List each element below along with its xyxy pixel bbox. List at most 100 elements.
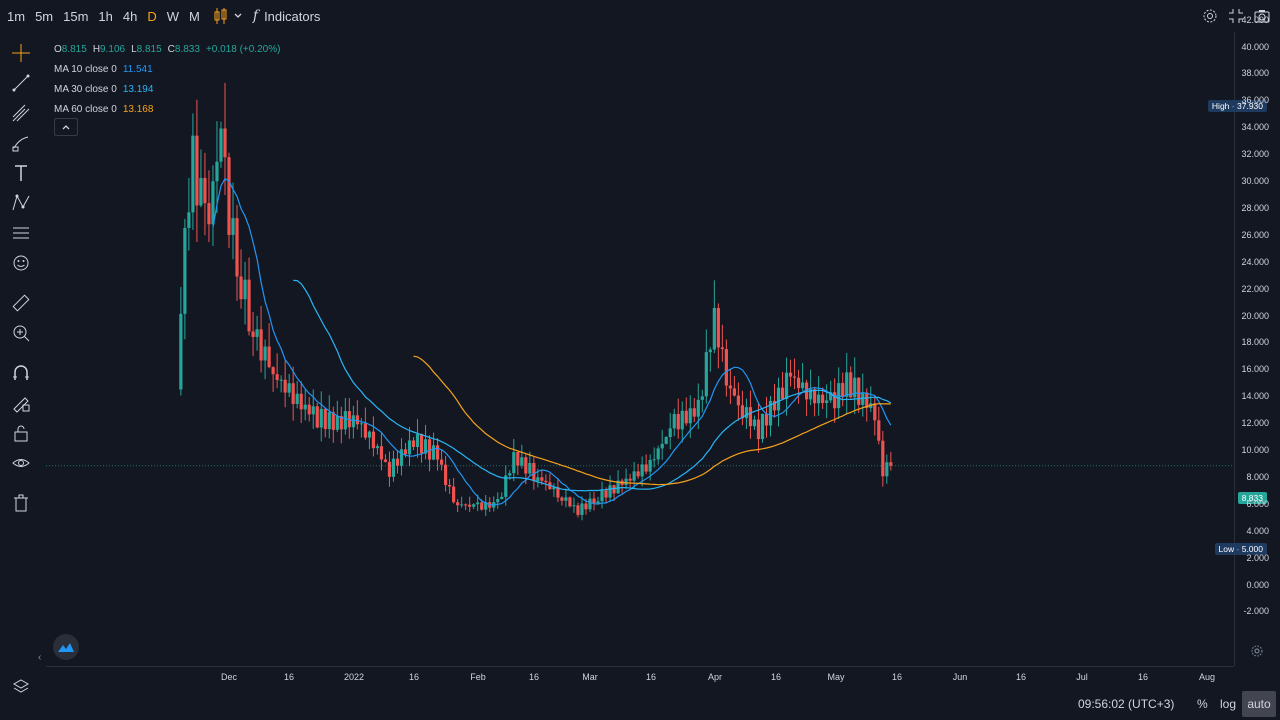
candle-body [343, 411, 347, 430]
candle-body [809, 389, 813, 400]
timeframe-4h[interactable]: 4h [122, 8, 138, 24]
candle-body [732, 388, 736, 396]
price-axis[interactable]: High - 37.930 8.833 Low - 5.000 42.000 40… [1207, 15, 1280, 666]
candle-body [299, 393, 303, 410]
auto-scale-button[interactable]: auto [1242, 691, 1276, 717]
candle-body [849, 372, 853, 398]
price-tick-label: 12.000 [1241, 418, 1269, 429]
timeframe-d[interactable]: D [147, 8, 157, 24]
candle-body [544, 480, 548, 483]
drawing-toolbar [0, 36, 44, 720]
fullscreen-icon[interactable] [1228, 8, 1244, 24]
candle-body [821, 394, 825, 404]
top-right-tools [1202, 0, 1280, 32]
candle-body [716, 307, 720, 348]
prediction-icon[interactable] [10, 222, 32, 244]
time-tick-label: 16 [645, 672, 657, 682]
time-tick-label: Feb [470, 672, 486, 682]
candle-body [592, 498, 596, 504]
candle-body [195, 135, 199, 206]
ma30-legend[interactable]: MA 30 close 0 13.194 [54, 80, 280, 100]
ma10-line [212, 177, 892, 506]
candle-body [219, 128, 223, 162]
collapse-arrow-icon[interactable]: ‹ [38, 652, 42, 663]
candle-body [444, 464, 448, 485]
price-tick-label: 40.000 [1241, 41, 1269, 52]
candlestick-chart-icon[interactable] [213, 7, 229, 25]
candle-body [564, 497, 568, 501]
chevron-down-icon[interactable] [233, 11, 243, 21]
settings-axis-icon[interactable] [1250, 644, 1264, 663]
percent-scale-button[interactable]: % [1197, 697, 1208, 711]
crosshair-icon[interactable] [10, 42, 32, 64]
candle-body [283, 379, 287, 393]
candle-body [371, 431, 375, 449]
candle-body [636, 471, 640, 477]
indicators-button[interactable]: f Indicators [253, 8, 321, 24]
candle-body [452, 486, 456, 503]
candle-body [768, 400, 773, 426]
time-axis[interactable]: Dec 16 2022 16 Feb 16 Mar 16 Apr 16 May 16 Jun 16 Jul 1… [46, 666, 1234, 689]
layers-icon[interactable] [12, 678, 30, 701]
candle-body [556, 487, 560, 498]
emoji-icon[interactable] [10, 252, 32, 274]
timeframe-15m[interactable]: 15m [63, 8, 89, 24]
brush-icon[interactable] [10, 132, 32, 154]
gear-icon[interactable] [1202, 8, 1218, 24]
ma10-legend[interactable]: MA 10 close 0 11.541 [54, 60, 280, 80]
pitchfork-icon[interactable] [10, 102, 32, 124]
time-tick-label: 16 [891, 672, 903, 682]
candle-body [287, 383, 291, 393]
low-price-tag: Low - 5.000 [1214, 543, 1267, 555]
candle-body [612, 485, 616, 494]
tradingview-logo-icon[interactable] [53, 634, 79, 660]
timeframe-1h[interactable]: 1h [98, 8, 113, 24]
pattern-icon[interactable] [10, 192, 32, 214]
trend-line-icon[interactable] [10, 72, 32, 94]
eye-icon[interactable] [10, 452, 32, 474]
lock-icon[interactable] [10, 422, 32, 444]
log-scale-button[interactable]: log [1220, 697, 1237, 711]
magnet-icon[interactable] [10, 362, 32, 384]
candle-body [857, 377, 861, 405]
zoom-in-icon[interactable] [10, 322, 32, 344]
candle-body [776, 387, 781, 411]
chart-pane[interactable] [46, 32, 1234, 666]
timeframe-5m[interactable]: 5m [35, 8, 54, 24]
candle-body [391, 458, 396, 477]
collapse-legend-button[interactable] [54, 118, 78, 136]
candle-body [596, 501, 600, 504]
trash-icon[interactable] [10, 492, 32, 514]
bottom-bar: ‹ 09:56:02 (UTC+3) % log auto [0, 645, 1280, 720]
timeframe-m[interactable]: M [189, 8, 200, 24]
candle-body [829, 392, 833, 401]
candle-body [861, 392, 865, 405]
time-tick-label: 16 [528, 672, 540, 682]
candle-body [423, 439, 428, 454]
last-price-tag: 8.833 [1237, 492, 1267, 504]
ma60-legend[interactable]: MA 60 close 0 13.168 [54, 100, 280, 120]
candle-body [676, 414, 680, 430]
price-tick-label: 28.000 [1241, 202, 1269, 213]
candle-body [660, 443, 664, 449]
text-tool-icon[interactable] [10, 162, 32, 184]
candle-body [275, 374, 279, 380]
timeframe-group: 1m 5m 15m 1h 4h D W M [2, 9, 205, 24]
price-tick-label: 14.000 [1241, 391, 1269, 402]
price-tick-label: 6.000 [1246, 498, 1269, 509]
timeframe-w[interactable]: W [166, 8, 180, 24]
candle-body [327, 412, 331, 430]
candle-body [339, 415, 343, 430]
candle-body [279, 379, 283, 381]
price-tick-label: 22.000 [1241, 283, 1269, 294]
ruler-icon[interactable] [10, 292, 32, 314]
clock-readout[interactable]: 09:56:02 (UTC+3) [1078, 697, 1175, 711]
candle-body [187, 212, 191, 229]
timeframe-1m[interactable]: 1m [7, 8, 26, 24]
candle-body [748, 407, 753, 427]
price-tick-label: 32.000 [1241, 149, 1269, 160]
ma30-line [293, 279, 892, 492]
screenshot-icon[interactable] [1254, 8, 1270, 24]
lock-drawing-icon[interactable] [10, 392, 32, 414]
time-tick-label: 2022 [343, 672, 365, 682]
